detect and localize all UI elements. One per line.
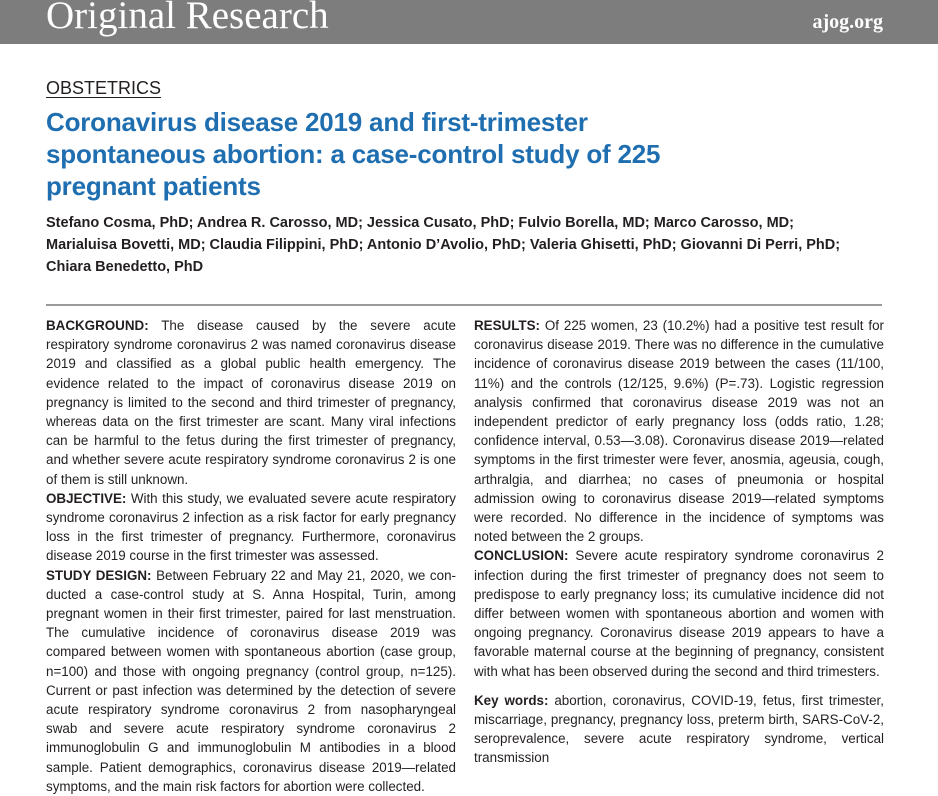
keywords-paragraph: Key words: abortion, coronavirus, COVID-… bbox=[474, 691, 884, 768]
author-line: Marialuisa Bovetti, MD; Claudia Filippin… bbox=[46, 237, 841, 253]
objective-paragraph: OBJECTIVE: With this study, we evaluated… bbox=[46, 489, 456, 566]
study-design-paragraph: STUDY DESIGN: Between February 22 and Ma… bbox=[46, 566, 456, 796]
section-label: OBSTETRICS bbox=[46, 78, 162, 98]
background-text: The disease caused by the severe acute r… bbox=[46, 318, 457, 487]
journal-banner: Original Research ajog.org bbox=[0, 0, 938, 44]
article-title: Coronavirus disease 2019 and first-trime… bbox=[46, 106, 686, 202]
results-paragraph: RESULTS: Of 225 women, 23 (10.2%) had a … bbox=[474, 316, 884, 546]
abstract-left-column: BACKGROUND: The disease caused by the se… bbox=[46, 316, 456, 796]
objective-label: OBJECTIVE: bbox=[46, 490, 127, 506]
journal-site-link[interactable]: ajog.org bbox=[812, 11, 883, 33]
keywords-label: Key words: bbox=[474, 692, 549, 708]
study-design-text: Between February 22 and May 21, 2020, we… bbox=[46, 567, 456, 794]
study-design-label: STUDY DESIGN: bbox=[46, 567, 152, 583]
results-label: RESULTS: bbox=[474, 318, 540, 333]
title-line: spontaneous abortion: a case-control stu… bbox=[46, 139, 661, 169]
abstract-right-column: RESULTS: Of 225 women, 23 (10.2%) had a … bbox=[474, 316, 884, 768]
conclusion-label: CONCLUSION: bbox=[474, 548, 569, 564]
background-paragraph: BACKGROUND: The disease caused by the se… bbox=[46, 316, 456, 489]
banner-title: Original Research bbox=[46, 0, 329, 37]
title-line: Coronavirus disease 2019 and first-trime… bbox=[46, 107, 588, 137]
divider bbox=[46, 304, 882, 306]
conclusion-text: Severe acute respiratory syndrome corona… bbox=[474, 548, 884, 679]
author-list: Stefano Cosma, PhD; Andrea R. Carosso, M… bbox=[46, 212, 886, 278]
author-line: Stefano Cosma, PhD; Andrea R. Carosso, M… bbox=[46, 215, 794, 231]
conclusion-paragraph: CONCLUSION: Severe acute respiratory syn… bbox=[474, 546, 884, 680]
author-line: Chiara Benedetto, PhD bbox=[46, 259, 204, 275]
objective-text: With this study, we evaluated severe acu… bbox=[46, 490, 456, 564]
title-line: pregnant patients bbox=[46, 171, 261, 201]
keywords-text: abortion, coronavirus, COVID-19, fetus, … bbox=[474, 692, 884, 766]
results-text: Of 225 women, 23 (10.2%) had a positive … bbox=[474, 318, 884, 545]
background-label: BACKGROUND: bbox=[46, 318, 149, 333]
